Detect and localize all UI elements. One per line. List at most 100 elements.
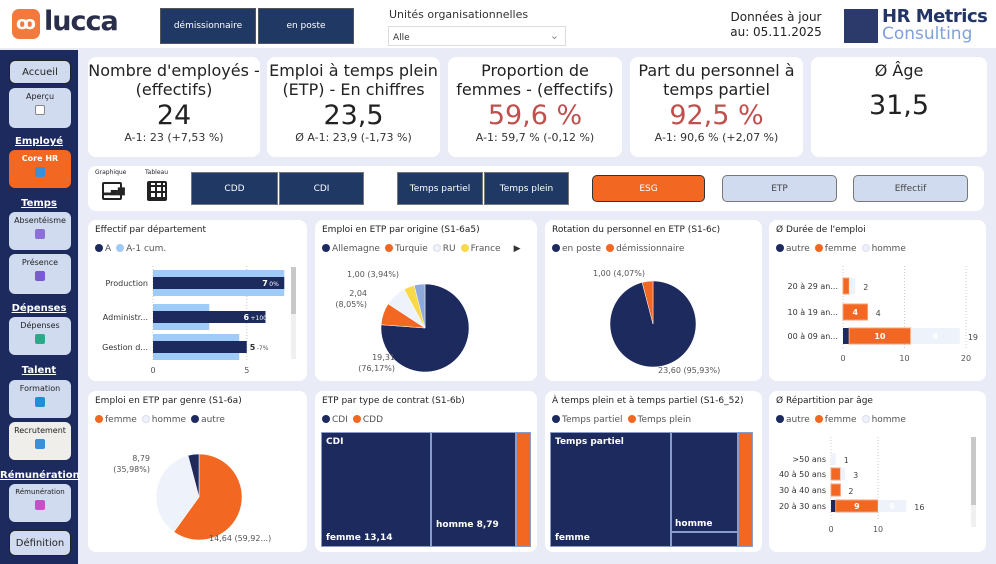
chart-legend: femme homme autre <box>95 415 225 425</box>
brand-line2: Consulting <box>882 24 973 44</box>
bar-segment[interactable] <box>831 500 836 512</box>
legend-item[interactable]: France <box>460 244 501 254</box>
kpi-employees: Nombre d'employés - (effectifs) 24 A-1: 23… <box>88 57 260 157</box>
pie-slice[interactable] <box>187 453 200 498</box>
nav-formation[interactable]: Formation <box>9 380 71 418</box>
treemap-cdi-femme[interactable]: CDI femme 13,14 <box>321 432 431 547</box>
legend-item[interactable]: femme <box>95 415 137 425</box>
chart-legend: autre femme homme <box>776 415 906 425</box>
legend-label: France <box>470 244 501 254</box>
nav-recrutement[interactable]: Recrutement <box>9 422 71 460</box>
legend-item[interactable]: Temps plein <box>627 415 691 425</box>
legend-item[interactable]: A <box>95 244 111 254</box>
treemap-plein[interactable] <box>738 432 753 547</box>
treemap-partiel-femme[interactable]: Temps partiel femme <box>550 432 671 547</box>
pie-slice[interactable] <box>155 455 200 533</box>
nav-core-hr[interactable]: Core HR <box>9 150 71 188</box>
pie-slice[interactable] <box>413 283 426 329</box>
lucca-logo-icon: ꝏ <box>12 9 40 39</box>
bar-segment[interactable] <box>840 468 846 480</box>
legend-item[interactable]: CDD <box>352 415 383 425</box>
bar-current-year[interactable] <box>153 341 247 353</box>
scrollbar-thumb[interactable] <box>291 267 296 314</box>
temps-partiel-button[interactable]: Temps partiel <box>397 172 483 205</box>
effectif-toggle[interactable]: Effectif <box>853 175 968 202</box>
legend-next-arrow-icon[interactable]: ▶ <box>513 244 521 254</box>
table-icon[interactable] <box>147 181 167 201</box>
bar-segment[interactable] <box>830 483 841 497</box>
cdi-button[interactable]: CDI <box>279 172 364 205</box>
bar-chart-icon[interactable]: ▂▄▆ <box>102 182 125 200</box>
legend-dot-icon <box>861 415 870 423</box>
legend-label: RU <box>442 244 456 254</box>
legend-item[interactable]: démissionnaire <box>606 244 684 254</box>
bar-segment[interactable] <box>842 303 869 321</box>
pie-slice[interactable] <box>173 453 243 541</box>
x-tick-label: 0 <box>840 354 845 363</box>
legend-item[interactable]: A-1 cum. <box>116 244 166 254</box>
presence-icon <box>35 271 45 281</box>
kpi-title: Emploi à temps plein (ETP) - En chiffres <box>269 61 438 99</box>
legend-item[interactable]: autre <box>776 244 810 254</box>
bar-segment[interactable] <box>831 453 836 465</box>
nav-accueil[interactable]: Accueil <box>9 60 71 84</box>
legend-item[interactable]: homme <box>861 244 906 254</box>
etp-toggle[interactable]: ETP <box>722 175 837 202</box>
legend-dot-icon <box>141 415 150 423</box>
esg-toggle[interactable]: ESG <box>592 175 705 202</box>
kpi-age: Ø Âge 31,5 <box>811 57 987 157</box>
legend-item[interactable]: femme <box>814 415 857 425</box>
bar-current-year[interactable] <box>153 277 285 289</box>
nav-depenses[interactable]: Dépenses <box>9 317 71 355</box>
pie-slice[interactable] <box>641 280 654 325</box>
scrollbar-thumb[interactable] <box>971 437 976 505</box>
treemap-cdi-homme[interactable]: homme 8,79 <box>431 432 516 547</box>
en-poste-button[interactable]: en poste <box>258 8 354 44</box>
data-label: 14,64 (59,92...) <box>209 534 271 543</box>
legend-item[interactable]: autre <box>776 415 810 425</box>
legend-item[interactable]: homme <box>861 415 906 425</box>
bar-segment[interactable] <box>910 328 960 344</box>
receipt-icon <box>35 334 45 344</box>
treemap-cdd[interactable] <box>516 432 531 547</box>
graph-view-label: Graphique <box>95 169 127 176</box>
nav-apercu[interactable]: Aperçu <box>9 88 71 128</box>
bar-segment[interactable] <box>830 467 841 481</box>
legend-item[interactable]: Allemagne <box>322 244 380 254</box>
bar-segment[interactable] <box>849 278 856 294</box>
data-label: 23,60 (95,93%) <box>658 366 720 375</box>
legend-item[interactable]: Turquie <box>384 244 428 254</box>
legend-item[interactable]: autre <box>191 415 225 425</box>
nav-remuneration[interactable]: Rémunération <box>9 484 71 522</box>
legend-item[interactable]: CDI <box>322 415 348 425</box>
bar-segment[interactable] <box>842 277 850 295</box>
nav-definition[interactable]: Définition <box>9 530 71 556</box>
total-label: 16 <box>914 503 924 512</box>
nav-presence[interactable]: Présence <box>9 254 71 294</box>
cdd-button[interactable]: CDD <box>191 172 278 205</box>
section-talent: Talent <box>21 365 57 376</box>
chart-title: Ø Répartition par âge <box>776 396 873 406</box>
nav-absenteisme[interactable]: Absentéisme <box>9 212 71 250</box>
legend-dot-icon <box>552 415 560 423</box>
treemap-partiel-other[interactable] <box>671 532 738 547</box>
legend-item[interactable]: en poste <box>552 244 601 254</box>
legend-item[interactable]: homme <box>141 415 186 425</box>
kpi-value: 24 <box>156 100 192 131</box>
demissionnaire-button[interactable]: démissionnaire <box>160 8 256 44</box>
legend-dot-icon <box>384 244 393 252</box>
legend-dot-icon <box>861 244 870 252</box>
bar-segment[interactable] <box>843 328 850 344</box>
temps-plein-button[interactable]: Temps plein <box>484 172 569 205</box>
bar-current-year[interactable] <box>153 311 266 323</box>
treemap-partiel-homme[interactable]: homme <box>671 432 738 532</box>
legend-label: en poste <box>562 244 602 254</box>
legend-item[interactable]: Temps partiel <box>552 415 623 425</box>
category-label: 10 à 19 an... <box>788 308 839 317</box>
bar-segment[interactable] <box>878 500 907 512</box>
kpi-value: 92,5 % <box>669 100 764 131</box>
legend-item[interactable]: femme <box>814 244 857 254</box>
legend-item[interactable]: RU <box>432 244 456 254</box>
total-label: 19 <box>968 333 978 342</box>
org-unit-dropdown[interactable]: Alle ⌄ <box>388 26 566 46</box>
